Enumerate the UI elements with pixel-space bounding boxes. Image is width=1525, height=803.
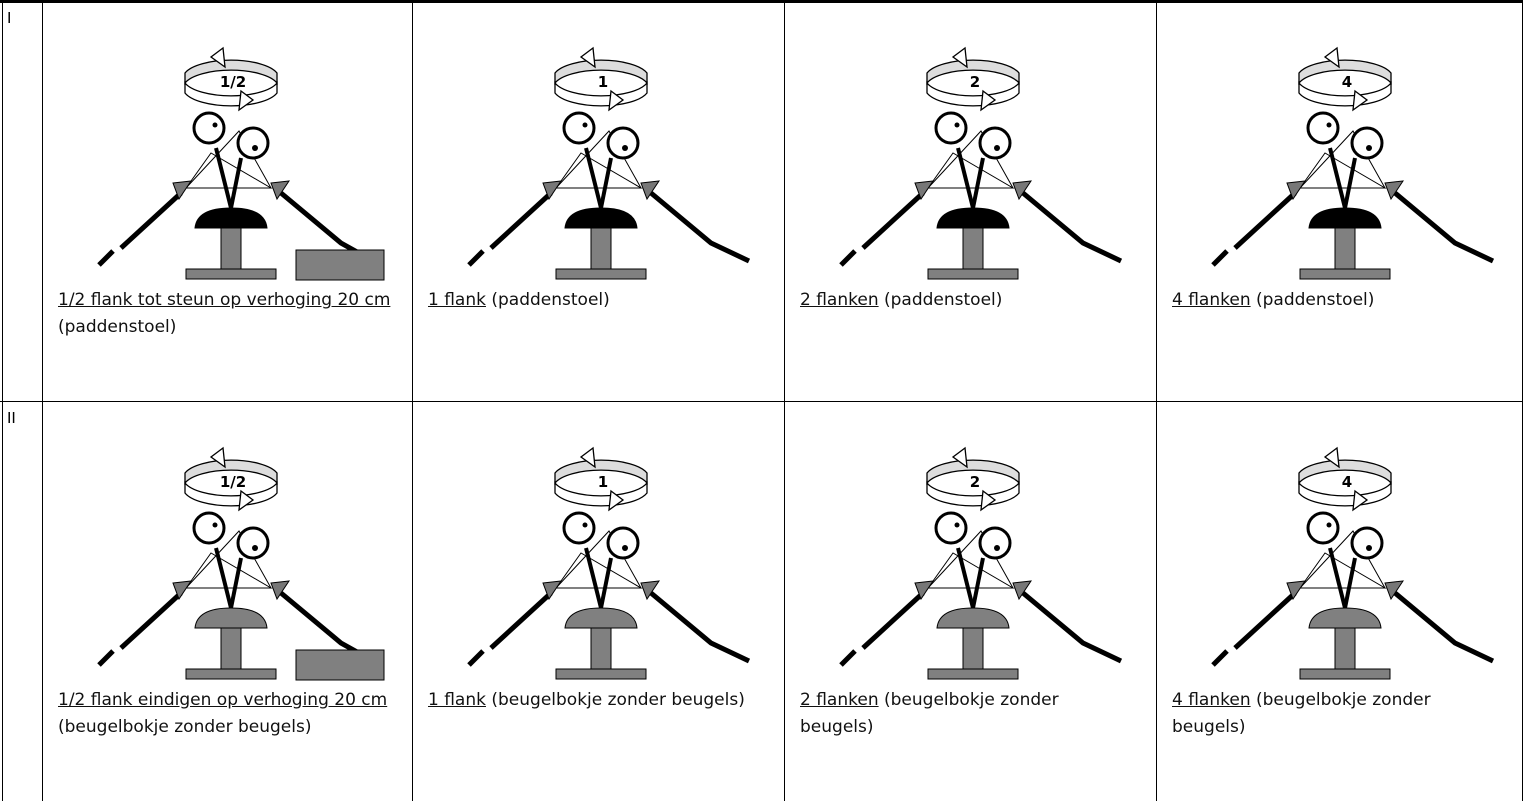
- illustration: 1: [467, 446, 751, 680]
- note: (beugelbokje zonder beugels): [1172, 690, 1431, 737]
- table-border: [0, 0, 1523, 3]
- link[interactable]: 1/2 flank eindigen op verhoging 20 cm: [58, 690, 388, 710]
- link[interactable]: 1/2 flank tot steun op verhoging 20 cm: [58, 290, 391, 310]
- cell: 4 4 flanken (beugelbokje zonder beugels): [1158, 403, 1525, 803]
- cell: 1/2 1/2 flank eindigen op verhoging 20 c…: [44, 403, 414, 803]
- table-border: [1522, 0, 1523, 801]
- turns: 2: [970, 73, 980, 91]
- turns: 4: [1342, 73, 1352, 91]
- turns: 1/2: [220, 73, 246, 91]
- turns: 1: [598, 473, 608, 491]
- column-border: [1156, 0, 1157, 801]
- note: (beugelbokje zonder beugels): [58, 717, 312, 737]
- note: (paddenstoel): [884, 290, 1003, 310]
- table-border: [2, 0, 3, 801]
- caption: 2 flanken (paddenstoel): [800, 287, 1135, 314]
- note: (paddenstoel): [58, 317, 177, 337]
- turns: 1: [598, 73, 608, 91]
- row-label: II: [7, 409, 16, 427]
- caption: 4 flanken (paddenstoel): [1172, 287, 1507, 314]
- column-border: [784, 0, 785, 801]
- link[interactable]: 1 flank: [428, 690, 486, 710]
- illustration: 4: [1211, 446, 1495, 680]
- link[interactable]: 4 flanken: [1172, 290, 1251, 310]
- caption: 1/2 flank tot steun op verhoging 20 cm (…: [58, 287, 393, 341]
- illustration: 4: [1211, 46, 1495, 280]
- illustration: 2: [839, 46, 1123, 280]
- link[interactable]: 1 flank: [428, 290, 486, 310]
- note: (beugelbokje zonder beugels): [800, 690, 1059, 737]
- caption: 1 flank (paddenstoel): [428, 287, 763, 314]
- cell: 1 1 flank (beugelbokje zonder beugels): [414, 403, 784, 803]
- note: (paddenstoel): [1256, 290, 1375, 310]
- cell: 4 4 flanken (paddenstoel): [1158, 3, 1525, 403]
- link[interactable]: 2 flanken: [800, 290, 879, 310]
- cell: 1 1 flank (paddenstoel): [414, 3, 784, 403]
- caption: 4 flanken (beugelbokje zonder beugels): [1172, 687, 1507, 741]
- link[interactable]: 4 flanken: [1172, 690, 1251, 710]
- cell: 1/2 1/2 flank tot steun op verhoging 20 …: [44, 3, 414, 403]
- link[interactable]: 2 flanken: [800, 690, 879, 710]
- caption: 1/2 flank eindigen op verhoging 20 cm (b…: [58, 687, 393, 741]
- caption: 2 flanken (beugelbokje zonder beugels): [800, 687, 1135, 741]
- turns: 4: [1342, 473, 1352, 491]
- caption: 1 flank (beugelbokje zonder beugels): [428, 687, 763, 714]
- note: (beugelbokje zonder beugels): [491, 690, 745, 710]
- illustration: 1: [467, 46, 751, 280]
- column-border: [412, 0, 413, 801]
- column-border: [42, 0, 43, 801]
- row-border: [0, 401, 1523, 402]
- note: (paddenstoel): [491, 290, 610, 310]
- illustration: 2: [839, 446, 1123, 680]
- row-label: I: [7, 9, 12, 27]
- cell: 2 2 flanken (paddenstoel): [786, 3, 1156, 403]
- illustration: 1/2: [97, 446, 385, 681]
- cell: 2 2 flanken (beugelbokje zonder beugels): [786, 403, 1156, 803]
- illustration: 1/2: [97, 46, 385, 281]
- turns: 2: [970, 473, 980, 491]
- turns: 1/2: [220, 473, 246, 491]
